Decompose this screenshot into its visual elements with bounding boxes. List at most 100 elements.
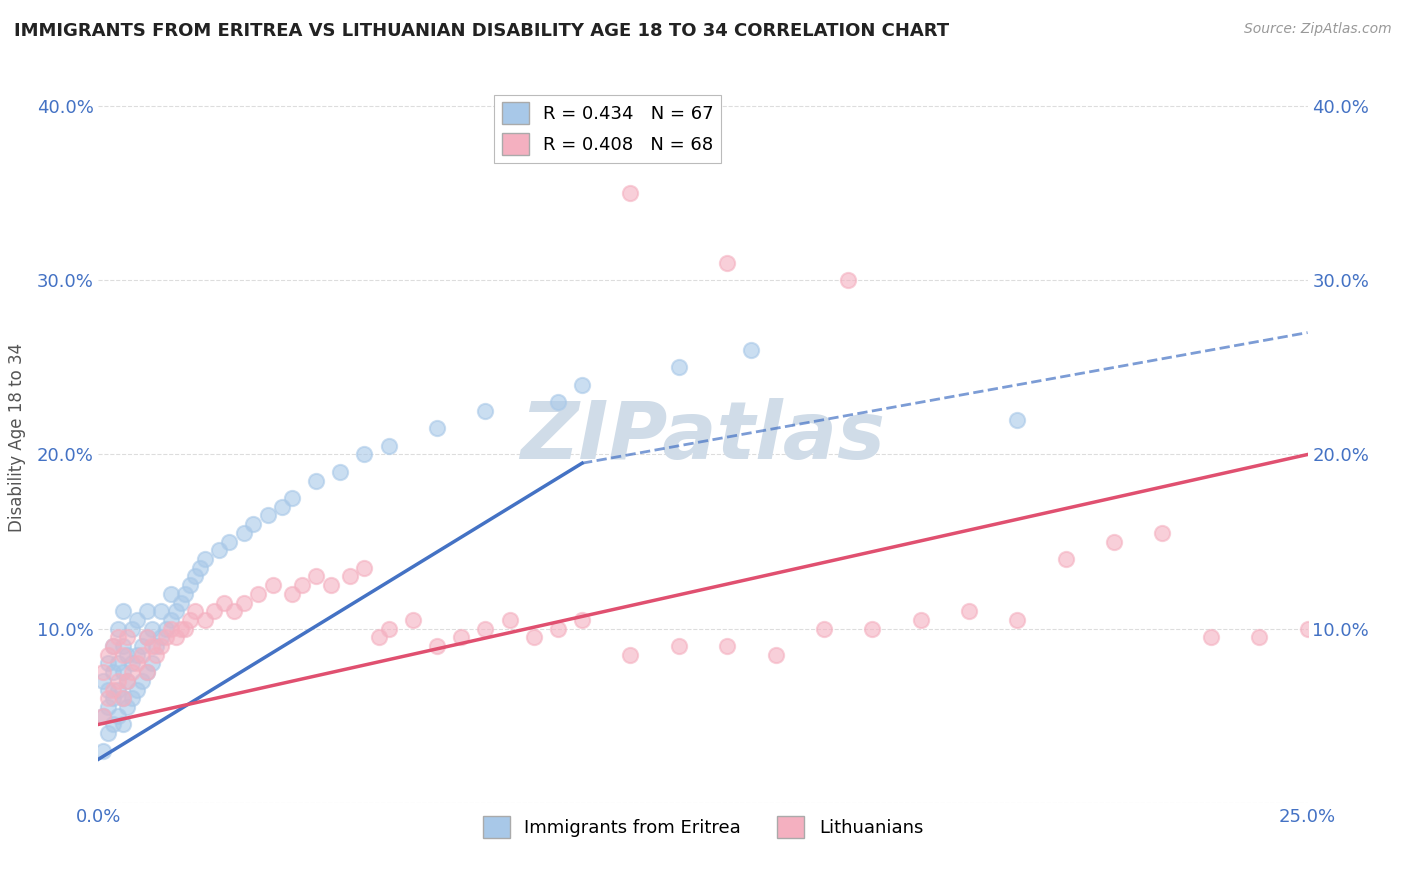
Point [498,613,520,627]
Point [117,631,139,645]
Point [135,631,157,645]
Point [135,665,157,680]
Point [107,657,129,671]
Point [117,700,139,714]
Point [131,673,153,688]
Point [150,631,173,645]
Text: Source: ZipAtlas.com: Source: ZipAtlas.com [1244,22,1392,37]
Text: IMMIGRANTS FROM ERITREA VS LITHUANIAN DISABILITY AGE 18 TO 34 CORRELATION CHART: IMMIGRANTS FROM ERITREA VS LITHUANIAN DI… [14,22,949,40]
Point [97,657,120,671]
Point [111,691,134,706]
Point [101,639,124,653]
Point [242,517,264,532]
Point [160,613,183,627]
Point [1152,525,1174,540]
Point [188,560,211,574]
Point [107,682,129,697]
Point [169,595,191,609]
Point [101,682,124,697]
Point [271,500,294,514]
Point [121,691,143,706]
Point [910,613,932,627]
Point [262,578,284,592]
Point [232,595,254,609]
Point [256,508,278,523]
Point [402,613,425,627]
Point [837,273,859,287]
Point [194,552,217,566]
Point [107,708,129,723]
Point [247,587,270,601]
Point [91,708,114,723]
Point [155,631,177,645]
Point [353,560,375,574]
Point [135,631,157,645]
Point [127,682,149,697]
Point [131,648,153,662]
Y-axis label: Disability Age 18 to 34: Disability Age 18 to 34 [7,343,25,532]
Point [121,665,143,680]
Point [141,622,163,636]
Point [91,708,114,723]
Point [1007,412,1029,426]
Point [368,631,391,645]
Point [450,631,472,645]
Point [305,569,328,583]
Point [121,657,143,671]
Point [740,343,762,357]
Point [184,604,207,618]
Point [474,622,496,636]
Point [547,395,569,409]
Point [426,421,449,435]
Point [619,186,641,201]
Point [117,648,139,662]
Point [111,648,134,662]
Point [860,622,883,636]
Point [97,648,120,662]
Point [1007,613,1029,627]
Point [377,622,399,636]
Point [111,717,134,731]
Legend: Immigrants from Eritrea, Lithuanians: Immigrants from Eritrea, Lithuanians [475,808,931,845]
Point [169,622,191,636]
Point [101,717,124,731]
Point [232,525,254,540]
Point [165,631,187,645]
Point [91,673,114,688]
Point [184,569,207,583]
Point [329,465,352,479]
Point [179,578,201,592]
Point [150,604,173,618]
Point [204,604,226,618]
Point [174,622,197,636]
Point [813,622,835,636]
Point [91,743,114,757]
Point [222,604,245,618]
Point [145,648,167,662]
Point [377,439,399,453]
Point [127,613,149,627]
Point [716,639,738,653]
Point [135,604,157,618]
Text: ZIPatlas: ZIPatlas [520,398,886,476]
Point [111,665,134,680]
Point [91,665,114,680]
Point [145,639,167,653]
Point [668,360,690,375]
Point [1296,622,1319,636]
Point [127,648,149,662]
Point [1102,534,1125,549]
Point [155,622,177,636]
Point [131,639,153,653]
Point [117,673,139,688]
Point [281,587,304,601]
Point [150,639,173,653]
Point [571,613,593,627]
Point [160,622,183,636]
Point [101,665,124,680]
Point [179,613,201,627]
Point [111,604,134,618]
Point [305,474,328,488]
Point [174,587,197,601]
Point [101,691,124,706]
